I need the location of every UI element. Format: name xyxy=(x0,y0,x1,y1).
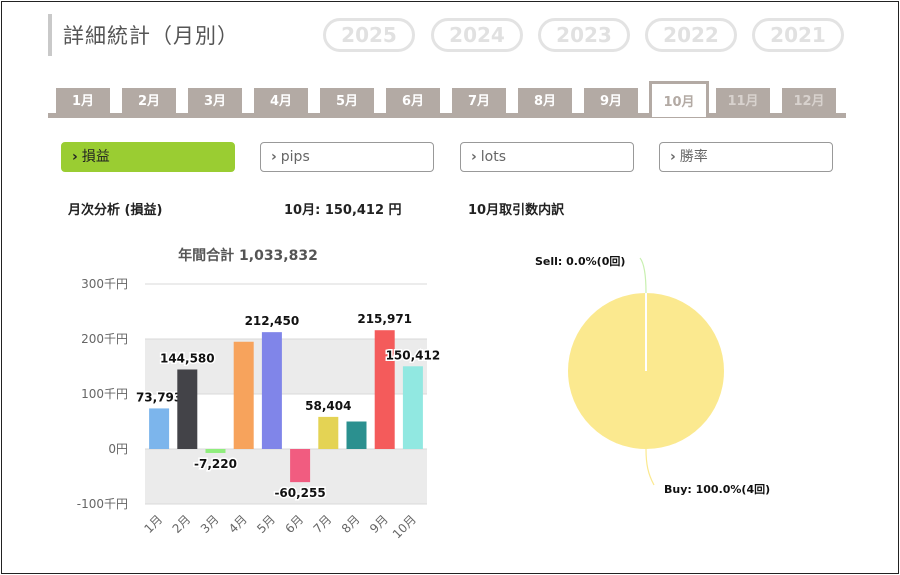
monthly-pnl-bar-chart: 300千円 200千円 100千円 0円 -100千円 年間合計 1,033,832 73,… xyxy=(77,247,442,541)
data-label: 144,580 xyxy=(160,351,215,365)
page-title: 詳細統計（月別） xyxy=(63,24,239,48)
x-tick-label: 8月 xyxy=(339,512,363,536)
metric-button-pnl[interactable]: › 損益 xyxy=(61,142,235,172)
bar-8月 xyxy=(346,421,367,449)
chevron-right-icon: › xyxy=(271,149,277,165)
x-tick-label: 2月 xyxy=(170,512,194,536)
tab-month-10[interactable]: 10月 xyxy=(649,81,709,117)
x-tick-label: 6月 xyxy=(282,512,306,536)
breakdown-label: 10月取引数内訳 xyxy=(468,203,565,218)
tab-month-3[interactable]: 3月 xyxy=(188,88,242,115)
tab-month-12[interactable]: 12月 xyxy=(782,88,836,115)
tab-month-11[interactable]: 11月 xyxy=(716,88,770,115)
bar-3月 xyxy=(205,449,226,453)
bar-7月 xyxy=(318,416,339,449)
metric-button-winrate[interactable]: › 勝率 xyxy=(659,142,833,172)
metric-label: 勝率 xyxy=(679,149,708,165)
metric-label: pips xyxy=(280,149,310,165)
pie-label-sell: Sell: 0.0%(0回) xyxy=(535,254,625,268)
year-button-2022[interactable]: 2022 xyxy=(645,18,737,52)
x-tick-label: 4月 xyxy=(226,512,250,536)
bar-6月 xyxy=(290,449,311,483)
chevron-right-icon: › xyxy=(72,149,78,165)
chevron-right-icon: › xyxy=(670,149,676,165)
y-tick-label: 300千円 xyxy=(81,277,128,291)
x-tick-label: 7月 xyxy=(311,512,335,536)
buy-leader-line xyxy=(645,448,655,486)
data-label: -7,220 xyxy=(194,457,237,471)
month-tab-baseline xyxy=(48,113,846,118)
data-label: -60,255 xyxy=(274,486,325,500)
tab-month-5[interactable]: 5月 xyxy=(320,88,374,115)
metric-button-pips[interactable]: › pips xyxy=(260,142,434,172)
metric-label: 損益 xyxy=(81,149,110,165)
x-tick-label: 5月 xyxy=(254,512,278,536)
data-label: 212,450 xyxy=(245,314,300,328)
bar-5月 xyxy=(261,332,282,449)
x-tick-label: 9月 xyxy=(367,512,391,536)
tab-month-2[interactable]: 2月 xyxy=(122,88,176,115)
bar-2月 xyxy=(177,369,198,449)
pie-label-buy: Buy: 100.0%(4回) xyxy=(664,482,770,496)
chevron-right-icon: › xyxy=(471,149,477,165)
month-summary: 10月: 150,412 円 xyxy=(284,203,402,218)
year-button-2023[interactable]: 2023 xyxy=(538,18,630,52)
year-button-2024[interactable]: 2024 xyxy=(431,18,523,52)
y-tick-label: -100千円 xyxy=(77,497,128,511)
data-label: 73,793 xyxy=(136,390,182,404)
data-label: 58,404 xyxy=(305,399,351,413)
bar-10月 xyxy=(402,366,423,449)
sell-leader-line xyxy=(639,257,647,294)
y-tick-label: 100千円 xyxy=(81,387,128,401)
tab-month-4[interactable]: 4月 xyxy=(254,88,308,115)
data-label: 215,971 xyxy=(357,312,412,326)
pie-slice-buy xyxy=(568,293,724,449)
title-accent-bar xyxy=(48,14,52,56)
tab-month-9[interactable]: 9月 xyxy=(584,88,638,115)
bar-1月 xyxy=(149,408,170,449)
tab-month-1[interactable]: 1月 xyxy=(56,88,110,115)
y-tick-label: 200千円 xyxy=(81,332,128,346)
tab-month-6[interactable]: 6月 xyxy=(386,88,440,115)
x-tick-label: 3月 xyxy=(198,512,222,536)
x-tick-label: 10月 xyxy=(390,512,419,541)
data-label: 150,412 xyxy=(386,348,441,362)
analysis-label: 月次分析 (損益) xyxy=(68,203,163,218)
y-tick-label: 0円 xyxy=(108,442,128,456)
chart-title: 年間合計 1,033,832 xyxy=(178,247,318,264)
tab-month-8[interactable]: 8月 xyxy=(518,88,572,115)
plot-band xyxy=(145,449,427,504)
metric-button-lots[interactable]: › lots xyxy=(460,142,634,172)
year-button-2025[interactable]: 2025 xyxy=(323,18,415,52)
x-tick-label: 1月 xyxy=(141,512,165,536)
metric-label: lots xyxy=(480,149,507,165)
bar-9月 xyxy=(374,330,395,449)
bar-4月 xyxy=(233,341,254,449)
year-button-2021[interactable]: 2021 xyxy=(752,18,844,52)
tab-month-7[interactable]: 7月 xyxy=(452,88,506,115)
